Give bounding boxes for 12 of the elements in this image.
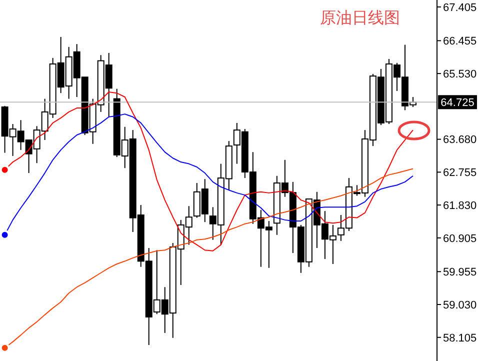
y-tick-label: 63.680 [443,134,477,146]
y-tick-label: 59.955 [443,266,477,279]
y-tick-label: 62.755 [443,167,477,180]
y-tick-label: 67.405 [443,2,477,14]
y-tick-label: 58.105 [443,332,477,344]
y-tick-label: 61.830 [443,200,477,212]
y-tick-label: 59.030 [443,299,477,312]
ref-line-label: 64.725 [440,97,474,110]
y-tick-label: 65.530 [443,68,477,80]
text: 原油日线图 [319,8,401,29]
y-tick-label: 66.455 [443,36,477,48]
y-tick-label: 60.905 [443,232,477,245]
